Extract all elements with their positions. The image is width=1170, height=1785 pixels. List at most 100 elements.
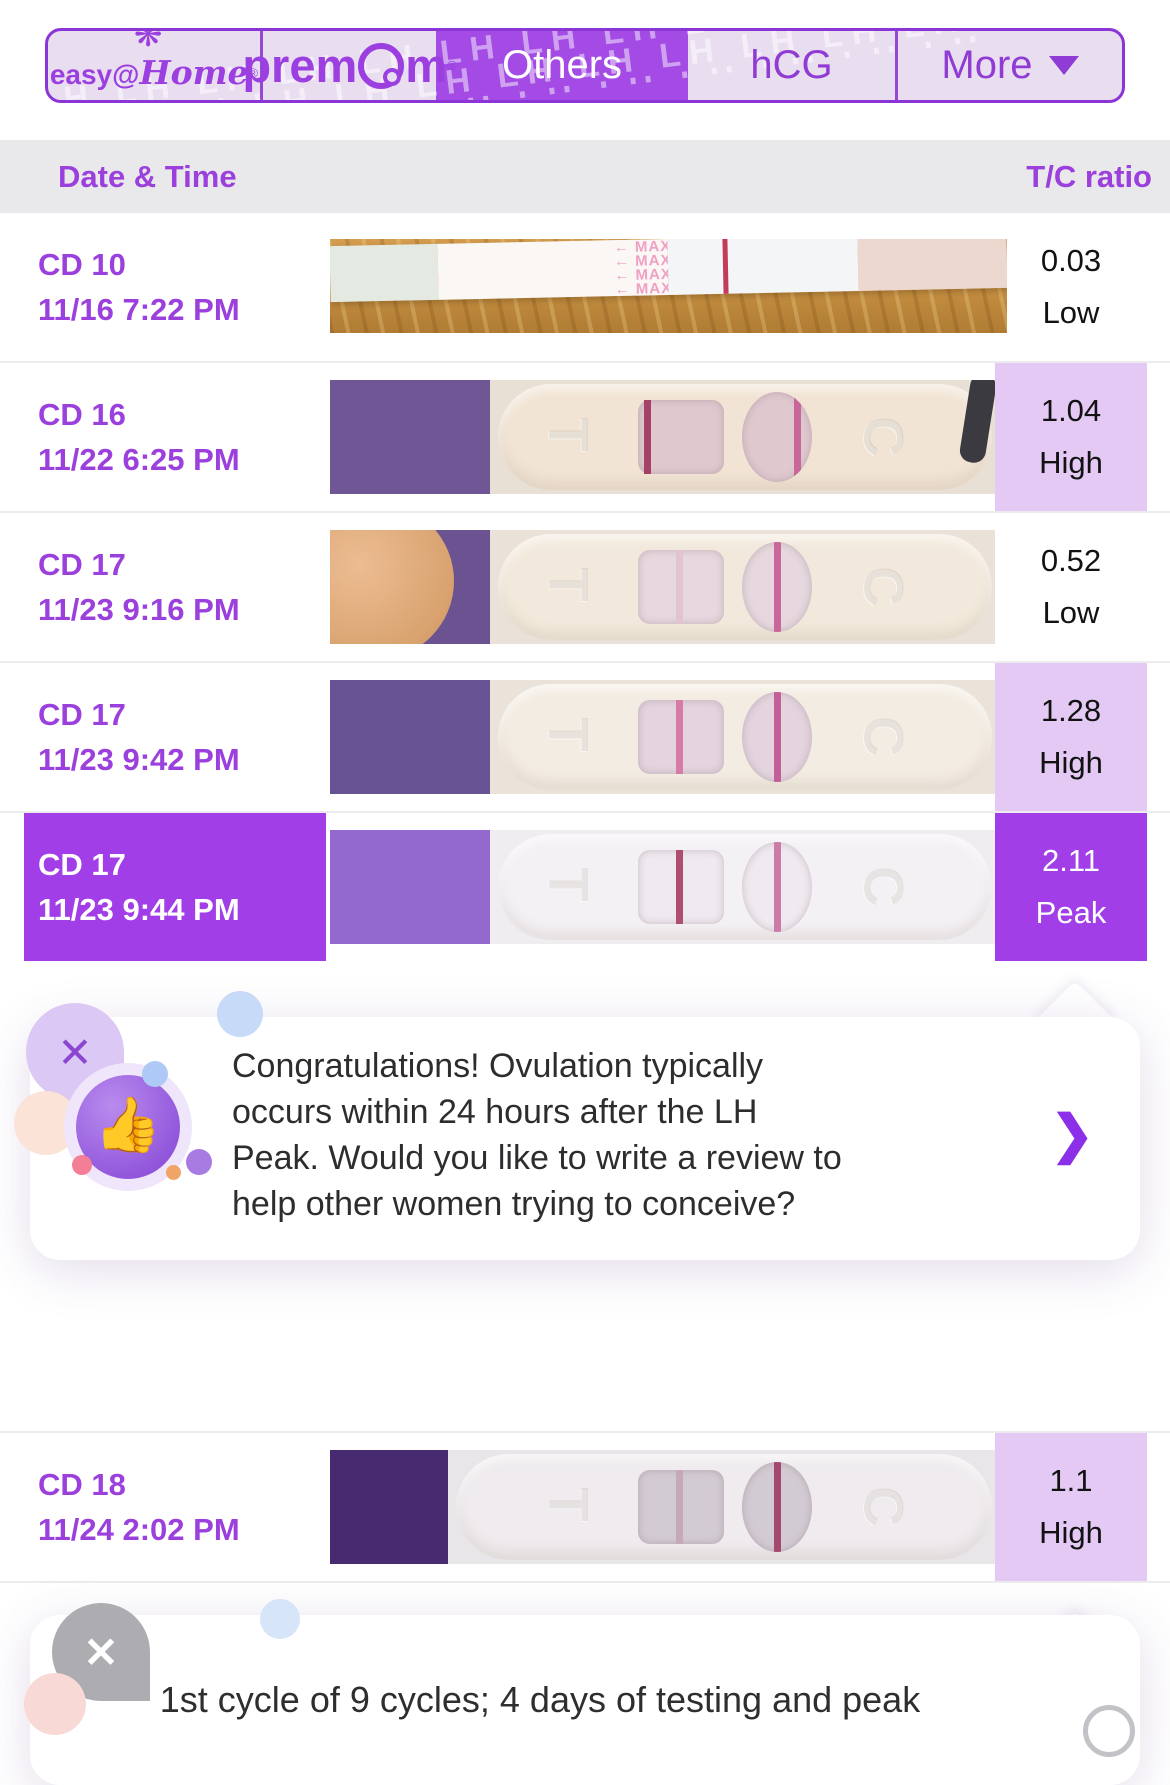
- test-line: [644, 400, 651, 474]
- cassette-letter-t: T: [537, 717, 601, 752]
- row-datetime: 11/24 2:02 PM: [38, 1511, 240, 1547]
- cassette-letter-t: T: [537, 867, 601, 902]
- row-date: CD 17 11/23 9:44 PM: [24, 813, 326, 961]
- table-row-peak[interactable]: CD 17 11/23 9:44 PM T C 2.11 Peak: [0, 811, 1170, 961]
- ratio-cell: 1.1 High: [995, 1433, 1147, 1581]
- tab-more[interactable]: More: [895, 31, 1122, 100]
- test-strip-photo: T C: [330, 680, 995, 794]
- table-row[interactable]: CD 10 11/16 7:22 PM ← MAX ← MAX ← MAX ← MAX …: [0, 213, 1170, 361]
- ratio-cell: 0.52 Low: [995, 513, 1147, 661]
- row-datetime: 11/23 9:44 PM: [38, 891, 240, 927]
- spacer: [0, 1260, 1170, 1431]
- easy-text: easy@: [49, 59, 140, 90]
- test-line: [676, 1470, 683, 1544]
- control-line: [774, 692, 781, 782]
- control-window: [742, 692, 812, 782]
- test-strip: ← MAX ← MAX ← MAX ← MAX: [330, 239, 1007, 303]
- table-header: Date & Time T/C ratio: [0, 140, 1170, 213]
- orange-dot: [166, 1165, 181, 1180]
- row-datetime: 11/23 9:16 PM: [38, 591, 240, 627]
- cassette-letter-c: C: [852, 716, 916, 757]
- easyathome-logo: ❋ easy@Home®: [49, 31, 259, 92]
- cassette-letter-c: C: [852, 416, 916, 457]
- cycle-note-card[interactable]: ✕ 1st cycle of 9 cycles; 4 days of testi…: [24, 1599, 1140, 1785]
- row-datetime: 11/22 6:25 PM: [38, 441, 240, 477]
- row-date: CD 18 11/24 2:02 PM: [24, 1433, 326, 1581]
- circle-arrow-icon[interactable]: [1083, 1705, 1135, 1757]
- tab-others[interactable]: Others: [436, 31, 688, 100]
- test-window: [638, 850, 724, 924]
- control-line: [774, 842, 781, 932]
- ratio-level: High: [1039, 445, 1103, 480]
- chevron-right-icon[interactable]: ❯: [1050, 1106, 1094, 1164]
- thumbs-up-icon: 👍: [94, 1094, 162, 1155]
- table-row[interactable]: CD 18 11/24 2:02 PM T C 1.1 High: [0, 1431, 1170, 1583]
- ratio-value: 1.28: [1040, 693, 1102, 728]
- test-cassette: [456, 1454, 992, 1560]
- test-strip-photo: T C: [330, 380, 995, 494]
- ratio-value: 2.11: [1041, 843, 1101, 878]
- control-line: [774, 542, 781, 632]
- row-datetime: 11/16 7:22 PM: [38, 291, 240, 327]
- pink-dot: [72, 1155, 92, 1175]
- row-date: CD 10 11/16 7:22 PM: [24, 213, 326, 361]
- column-tc-ratio: T/C ratio: [1026, 158, 1152, 194]
- test-list: CD 10 11/16 7:22 PM ← MAX ← MAX ← MAX ← MAX …: [0, 213, 1170, 961]
- cassette-letter-t: T: [537, 417, 601, 452]
- cycle-day: CD 18: [38, 1466, 126, 1502]
- brand-easyathome-logo: ❋ easy@Home®: [48, 31, 263, 100]
- test-window: [638, 550, 724, 624]
- arrow-icon: ←: [614, 280, 628, 298]
- control-window: [742, 842, 812, 932]
- photo-background-fabric: [330, 1450, 448, 1564]
- cassette-letter-t: T: [537, 1487, 601, 1522]
- test-line: [676, 700, 683, 774]
- cycle-day: CD 17: [38, 546, 126, 582]
- blue-dot: [142, 1061, 168, 1087]
- ratio-value: 0.03: [1040, 243, 1102, 278]
- photo-background-fabric: [330, 380, 490, 494]
- ratio-level: High: [1039, 745, 1103, 780]
- control-window: [742, 542, 812, 632]
- cycle-note-text: 1st cycle of 9 cycles; 4 days of testing…: [159, 1679, 921, 1720]
- test-window: [638, 400, 724, 474]
- blue-circle-decoration: [260, 1599, 300, 1639]
- cycle-day: CD 17: [38, 696, 126, 732]
- flower-burst-icon: ❋: [133, 28, 163, 54]
- ratio-level: Peak: [1035, 895, 1107, 930]
- table-row[interactable]: CD 16 11/22 6:25 PM T C 1.04 High: [0, 361, 1170, 511]
- ratio-level: Low: [1042, 295, 1100, 330]
- ratio-value: 1.04: [1040, 393, 1102, 428]
- ratio-value: 1.1: [1049, 1463, 1093, 1498]
- photo-background-fabric: [330, 680, 490, 794]
- test-window: [638, 700, 724, 774]
- registered-mark: ®: [248, 65, 259, 81]
- table-row[interactable]: CD 17 11/23 9:42 PM T C 1.28 High: [0, 661, 1170, 811]
- tab-others-label: Others: [501, 43, 623, 87]
- tab-hcg[interactable]: hCG: [688, 31, 895, 100]
- brand-premom-logo: prem m ®: [242, 31, 456, 100]
- table-row[interactable]: CD 17 11/23 9:16 PM T C 0.52 Low: [0, 511, 1170, 661]
- caret-down-icon: [1048, 56, 1079, 75]
- control-line: [794, 392, 801, 482]
- test-window: [638, 1470, 724, 1544]
- prem-text: prem: [242, 39, 358, 92]
- cassette-letter-t: T: [537, 567, 601, 602]
- congrats-card[interactable]: ✕ 👍 Congratulations! Ovulation typically…: [14, 991, 1140, 1260]
- cassette-letter-c: C: [852, 1486, 916, 1527]
- cassette-letter-c: C: [852, 866, 916, 907]
- cycle-note-card-wrap: ✕ 1st cycle of 9 cycles; 4 days of testi…: [24, 1599, 1140, 1785]
- ratio-level: High: [1039, 1515, 1103, 1550]
- row-date: CD 17 11/23 9:42 PM: [24, 663, 326, 811]
- m-text: m: [405, 39, 448, 92]
- max-markings: ← MAX ← MAX ← MAX ← MAX: [437, 239, 672, 301]
- congrats-card-wrap: ✕ 👍 Congratulations! Ovulation typically…: [14, 980, 1140, 1260]
- registered-mark: ®: [447, 58, 457, 73]
- test-strip-photo: T C: [330, 530, 995, 644]
- test-line: [676, 850, 683, 924]
- ratio-cell: 1.28 High: [995, 663, 1147, 811]
- tab-more-label: More: [941, 43, 1033, 87]
- home-text: Home: [139, 53, 249, 92]
- purple-dot: [186, 1149, 212, 1175]
